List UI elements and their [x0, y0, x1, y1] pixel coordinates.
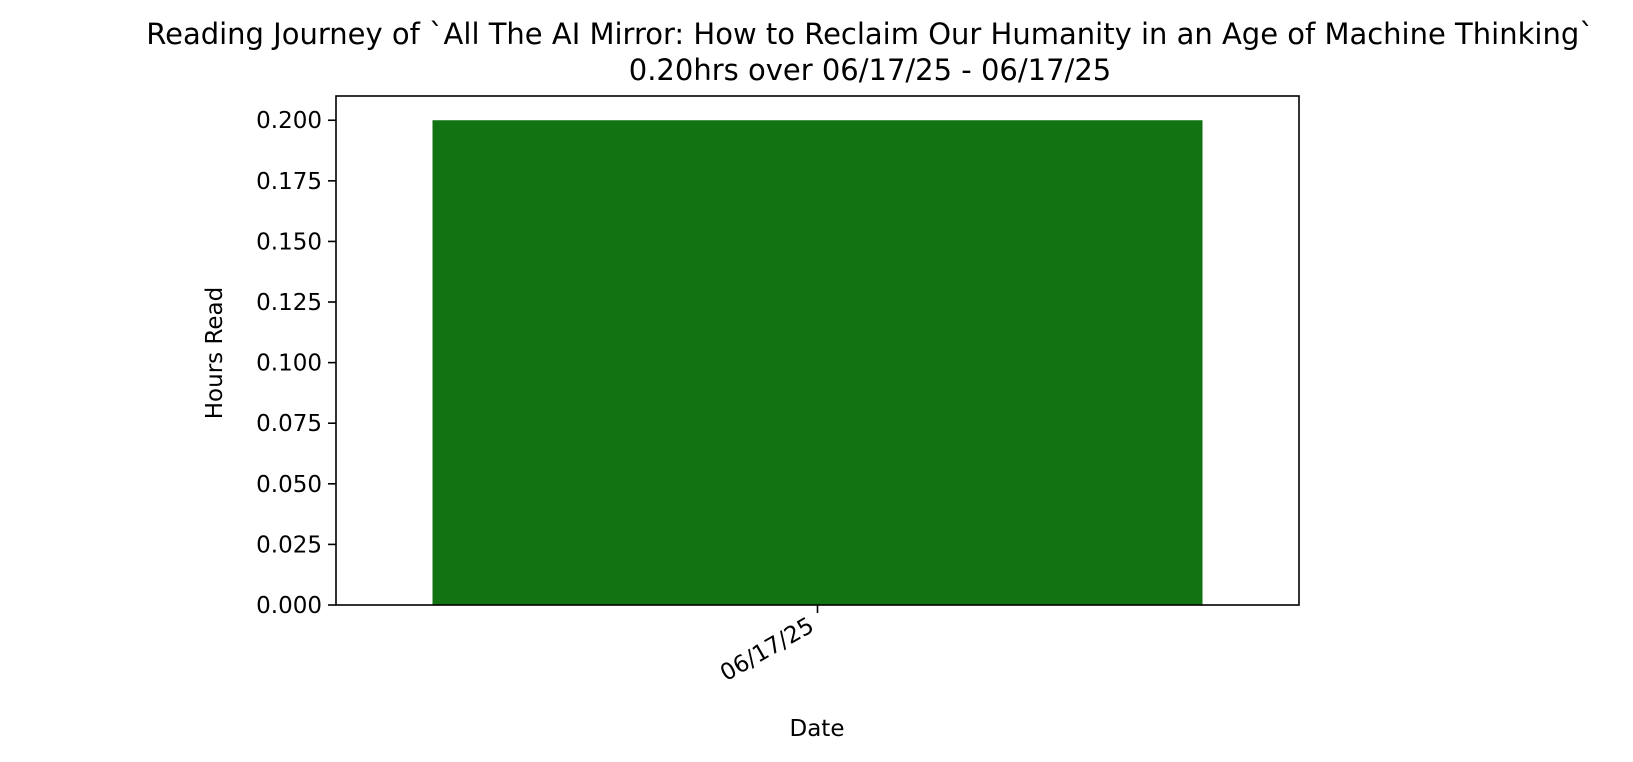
chart-title: Reading Journey of `All The AI Mirror: H… — [146, 17, 1593, 51]
y-tick-label-6: 0.150 — [256, 229, 322, 255]
y-tick-label-5: 0.125 — [256, 290, 322, 316]
plot-area: 0.000 0.025 0.050 0.075 0.100 0.125 0.150 0.175… — [256, 95, 1300, 687]
y-tick-label-1: 0.025 — [256, 532, 322, 558]
x-axis-label: Date — [790, 716, 845, 742]
y-tick-label-4: 0.100 — [256, 351, 322, 377]
y-tick-label-8: 0.200 — [256, 108, 322, 134]
y-tick-label-2: 0.050 — [256, 472, 322, 498]
chart-subtitle: 0.20hrs over 06/17/25 - 06/17/25 — [629, 53, 1111, 87]
y-tick-label-7: 0.175 — [256, 169, 322, 195]
bar-0 — [432, 120, 1203, 606]
y-axis-label: Hours Read — [202, 287, 228, 420]
y-tick-label-0: 0.000 — [256, 593, 322, 619]
y-tick-label-3: 0.075 — [256, 411, 322, 437]
